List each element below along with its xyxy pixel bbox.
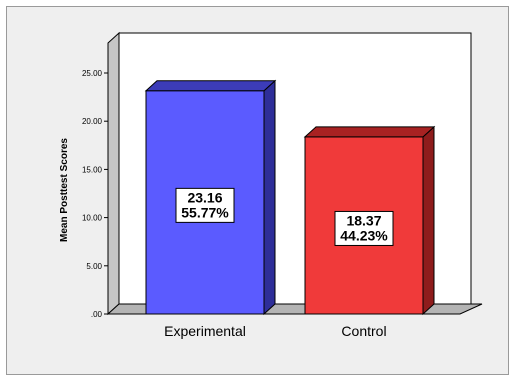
plot-side-wall: [107, 31, 120, 316]
data-label-box-experimental: [175, 187, 235, 223]
bar-experimental-top: [144, 80, 277, 92]
x-category-label-experimental: Experimental: [164, 323, 246, 339]
data-label-box-control: [334, 210, 394, 246]
bar-experimental-side: [263, 79, 276, 316]
bar-control-top: [303, 126, 436, 138]
data-label-control-value: 18.37: [346, 212, 381, 228]
y-axis-title: Mean Posttest Scores: [59, 138, 70, 242]
data-label-experimental-value: 23.16: [187, 189, 222, 205]
x-category-label-control: Control: [341, 323, 386, 339]
y-tick-label: 20.00: [82, 117, 103, 126]
y-tick-label: 10.00: [82, 214, 103, 223]
data-label-control-percent: 44.23%: [340, 227, 388, 243]
data-label-experimental-percent: 55.77%: [181, 204, 229, 220]
y-tick-label: .00: [91, 310, 103, 319]
y-tick-label: 15.00: [82, 165, 103, 174]
y-tick-label: 5.00: [86, 262, 102, 271]
y-tick-label: 25.00: [82, 69, 103, 78]
bar-control-side: [422, 125, 435, 316]
